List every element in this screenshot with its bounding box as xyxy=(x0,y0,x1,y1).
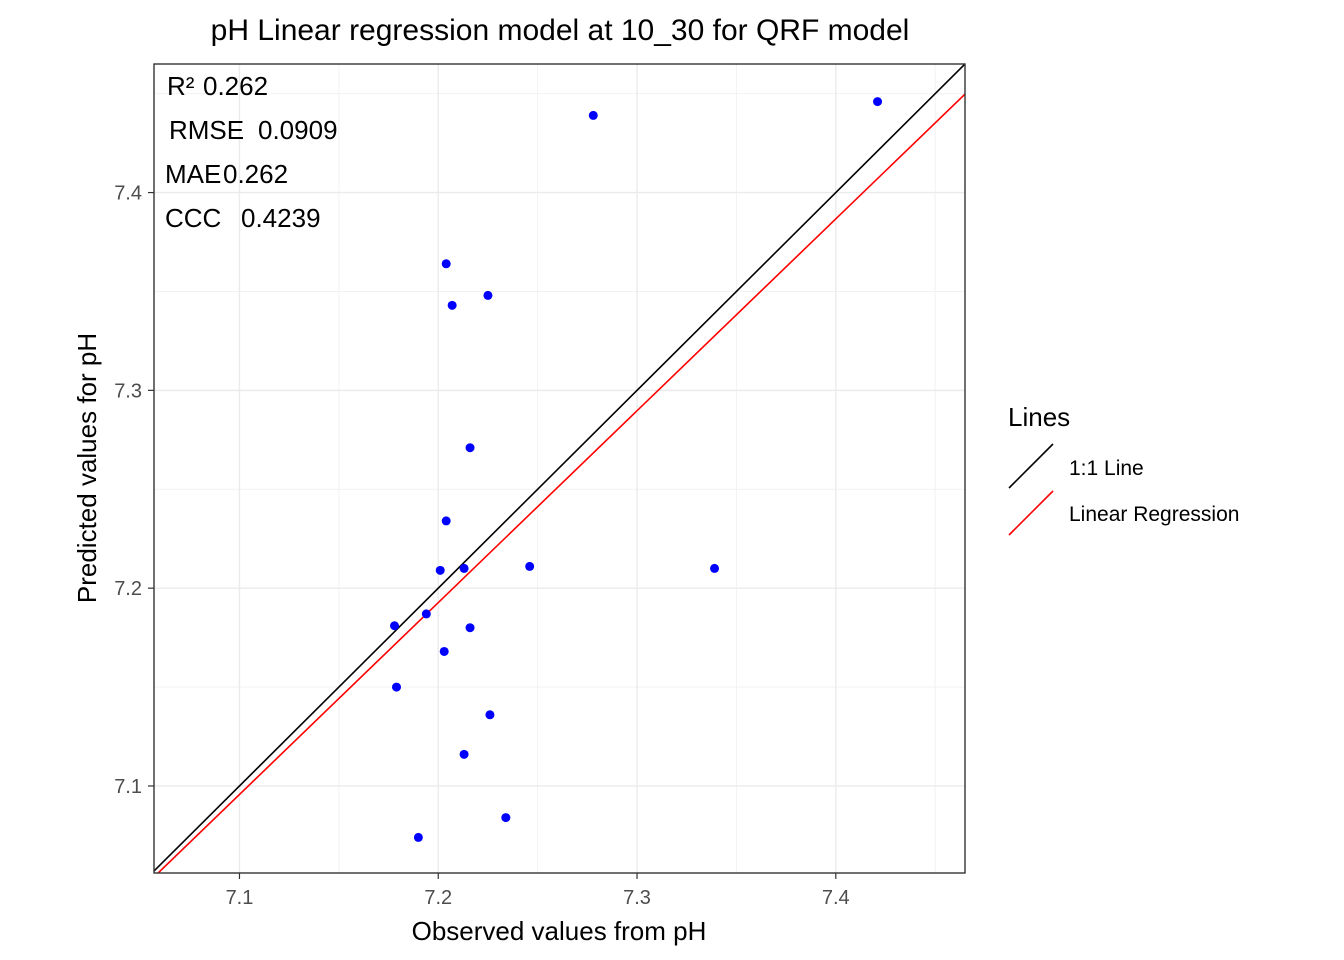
chart-title: pH Linear regression model at 10_30 for … xyxy=(211,14,910,47)
data-point xyxy=(441,516,451,526)
legend-key-linear-regression xyxy=(1008,490,1054,536)
stat-ccc-label: CCC xyxy=(165,203,221,233)
legend-label-1-1-line: 1:1 Line xyxy=(1069,457,1144,480)
data-point xyxy=(873,97,883,107)
x-tick-label: 7.1 xyxy=(226,887,254,909)
data-point xyxy=(525,561,535,571)
data-point xyxy=(588,110,598,120)
data-point xyxy=(447,300,457,310)
data-point xyxy=(710,563,720,573)
stat-ccc-value: 0.4239 xyxy=(241,203,321,233)
regression-line xyxy=(156,93,965,873)
data-point xyxy=(439,646,449,656)
y-tick-label: 7.2 xyxy=(114,578,142,600)
data-point xyxy=(483,290,493,300)
data-point xyxy=(390,621,400,631)
data-point xyxy=(441,259,451,269)
data-point xyxy=(413,832,423,842)
x-tick-label: 7.3 xyxy=(623,887,651,909)
legend: Lines 1:1 Line Linear Regression xyxy=(1008,402,1239,536)
y-axis-title: Predicted values for pH xyxy=(72,333,102,603)
x-axis-title: Observed values from pH xyxy=(412,916,707,946)
grid-major xyxy=(154,64,965,873)
stats-annotation: R² 0.262 RMSE 0.0909 MAE 0.262 CCC 0.423… xyxy=(165,71,338,233)
stat-mae-label: MAE xyxy=(165,159,221,189)
y-tick-label: 7.1 xyxy=(114,776,142,798)
data-point xyxy=(392,682,402,692)
one-to-one-line xyxy=(154,64,965,873)
x-tick-label: 7.2 xyxy=(424,887,452,909)
data-point xyxy=(465,443,475,453)
y-tick-label: 7.3 xyxy=(114,380,142,402)
data-point xyxy=(501,813,511,823)
plot-panel-border xyxy=(153,63,966,874)
legend-title: Lines xyxy=(1008,402,1070,432)
legend-label-linear-regression: Linear Regression xyxy=(1069,503,1239,526)
stat-rmse-label: RMSE xyxy=(169,115,244,145)
y-axis-ticks: 7.1 7.2 7.3 7.4 xyxy=(114,183,154,798)
data-point xyxy=(465,623,475,633)
x-axis-ticks: 7.1 7.2 7.3 7.4 xyxy=(226,873,850,909)
stat-mae-value: 0.262 xyxy=(223,159,288,189)
data-point xyxy=(459,563,469,573)
data-point xyxy=(421,609,431,619)
data-point xyxy=(485,710,495,720)
grid-minor xyxy=(154,64,965,873)
x-tick-label: 7.4 xyxy=(822,887,850,909)
stat-rmse-value: 0.0909 xyxy=(258,115,338,145)
y-tick-label: 7.4 xyxy=(114,183,142,205)
stat-r2-value: 0.262 xyxy=(203,71,268,101)
data-point xyxy=(435,565,445,575)
legend-key-1-1-line xyxy=(1008,443,1054,489)
data-points xyxy=(390,97,883,842)
stat-r2-label: R² xyxy=(167,71,195,101)
data-point xyxy=(459,749,469,759)
fit-lines xyxy=(154,64,965,873)
